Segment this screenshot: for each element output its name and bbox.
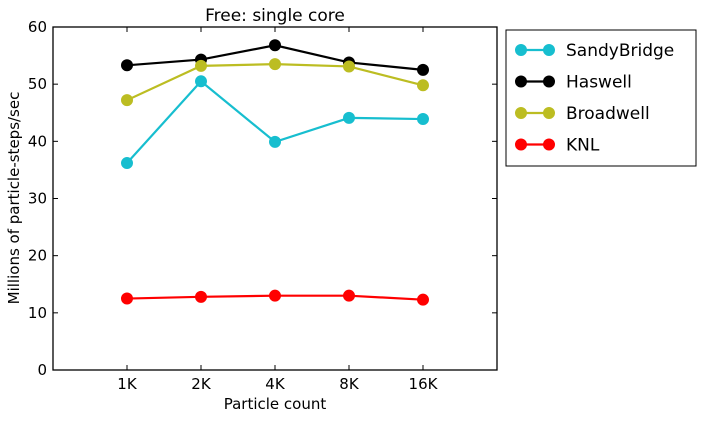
y-tick-label: 40 xyxy=(28,132,47,150)
legend-label-broadwell: Broadwell xyxy=(566,104,650,124)
plot-area xyxy=(121,39,429,306)
data-point-sandybridge xyxy=(121,157,133,170)
x-axis-label: Particle count xyxy=(224,395,327,413)
series-line-sandybridge xyxy=(126,79,424,164)
data-point-haswell xyxy=(417,63,429,76)
y-axis-label: Millions of particle-steps/sec xyxy=(5,92,23,305)
data-point-haswell xyxy=(269,39,281,52)
legend-marker-sandybridge xyxy=(543,44,555,56)
data-point-broadwell xyxy=(269,58,281,71)
data-point-haswell xyxy=(121,59,133,72)
data-point-sandybridge xyxy=(195,75,207,88)
plot-frame xyxy=(52,26,498,371)
x-axis: 1K 2K 4K 8K 16K xyxy=(117,27,439,393)
y-tick-label: 30 xyxy=(28,190,47,208)
y-axis: 0 10 20 30 40 50 60 xyxy=(28,18,497,379)
legend-marker-haswell xyxy=(543,75,555,88)
y-tick-label: 0 xyxy=(37,361,47,379)
y-tick-label: 20 xyxy=(28,247,47,265)
data-point-knl xyxy=(417,293,429,306)
legend-marker-haswell xyxy=(515,75,527,88)
legend-frame xyxy=(505,29,697,167)
data-point-sandybridge xyxy=(269,135,281,148)
data-point-knl xyxy=(269,289,281,302)
data-point-sandybridge xyxy=(417,113,429,126)
x-tick-label: 8K xyxy=(339,375,360,393)
data-point-broadwell xyxy=(121,94,133,107)
y-tick-label: 60 xyxy=(28,18,47,36)
chart-title: Free: single core xyxy=(205,6,345,26)
legend: SandyBridge Haswell Broadwell KNL xyxy=(505,29,697,167)
legend-label-haswell: Haswell xyxy=(566,73,632,93)
legend-marker-sandybridge xyxy=(515,44,527,56)
x-tick-label: 1K xyxy=(117,375,138,393)
y-tick-label: 10 xyxy=(28,304,47,322)
legend-marker-broadwell xyxy=(515,107,527,119)
legend-label-knl: KNL xyxy=(566,136,600,156)
y-tick-label: 50 xyxy=(28,75,47,93)
legend-marker-knl xyxy=(515,138,527,151)
x-tick-label: 4K xyxy=(265,375,286,393)
data-point-knl xyxy=(195,290,207,303)
legend-marker-knl xyxy=(543,138,555,151)
data-point-sandybridge xyxy=(343,111,355,124)
data-point-broadwell xyxy=(195,59,207,72)
legend-label-sandybridge: SandyBridge xyxy=(566,41,674,61)
data-point-knl xyxy=(121,292,133,305)
data-point-broadwell xyxy=(343,60,355,73)
data-point-broadwell xyxy=(417,79,429,92)
legend-marker-broadwell xyxy=(543,107,555,119)
x-tick-label: 16K xyxy=(409,375,439,393)
data-point-knl xyxy=(343,289,355,302)
x-tick-label: 2K xyxy=(191,375,212,393)
